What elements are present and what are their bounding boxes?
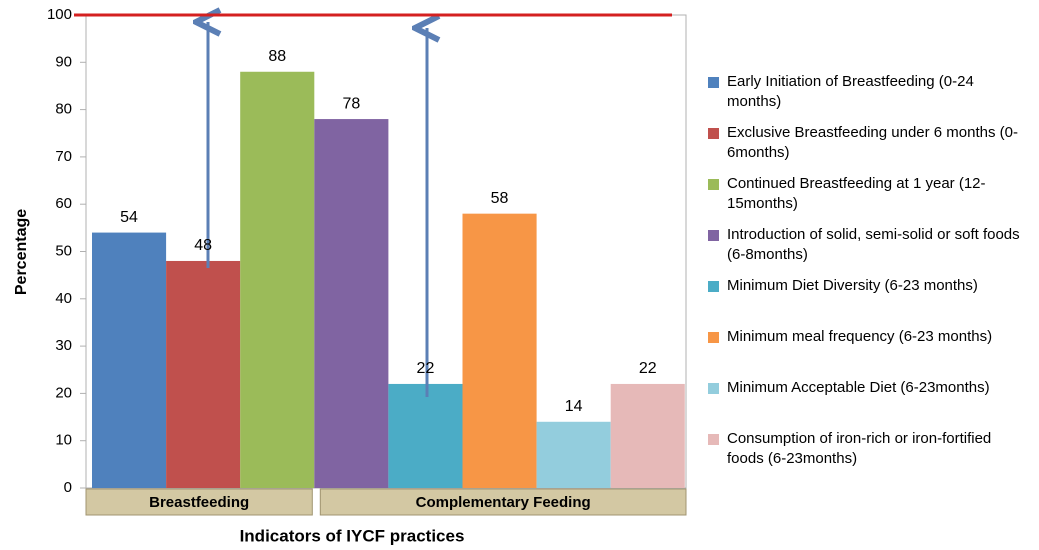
legend-label: Minimum meal frequency (6-23 months) — [727, 328, 993, 345]
legend-item: Continued Breastfeeding at 1 year (12-15… — [706, 174, 1024, 225]
legend-item: Exclusive Breastfeeding under 6 months (… — [706, 123, 1024, 174]
bar — [462, 213, 537, 488]
legend-item: Minimum Diet Diversity (6-23 months) — [706, 276, 1024, 327]
bar — [388, 383, 463, 488]
value-label: 54 — [120, 209, 138, 226]
value-label: 48 — [194, 237, 212, 254]
y-tick-label: 80 — [55, 101, 72, 118]
value-label: 14 — [565, 398, 583, 415]
legend-label: Continued Breastfeeding at 1 year (12-15… — [727, 175, 986, 212]
bar — [536, 421, 611, 488]
legend-swatch — [708, 179, 719, 190]
legend-swatch — [708, 332, 719, 343]
value-label: 22 — [417, 360, 435, 377]
value-label: 58 — [491, 190, 509, 207]
value-label: 88 — [268, 48, 286, 65]
bar — [92, 232, 167, 488]
legend-item: Minimum meal frequency (6-23 months) — [706, 327, 1024, 378]
legend-label: Exclusive Breastfeeding under 6 months (… — [727, 124, 1018, 161]
y-tick-label: 90 — [55, 53, 72, 70]
y-tick-label: 50 — [55, 242, 72, 259]
value-label: 22 — [639, 360, 657, 377]
legend-swatch — [708, 383, 719, 394]
y-tick-label: 70 — [55, 148, 72, 165]
y-tick-label: 60 — [55, 195, 72, 212]
y-axis-title: Percentage — [13, 209, 30, 295]
y-tick-label: 30 — [55, 337, 72, 354]
y-tick-label: 100 — [47, 6, 72, 23]
legend: Early Initiation of Breastfeeding (0-24 … — [706, 72, 1024, 480]
legend-label: Introduction of solid, semi-solid or sof… — [727, 226, 1020, 263]
bar — [240, 71, 315, 488]
legend-item: Introduction of solid, semi-solid or sof… — [706, 225, 1024, 276]
legend-swatch — [708, 434, 719, 445]
y-tick-label: 40 — [55, 290, 72, 307]
legend-item: Minimum Acceptable Diet (6-23months) — [706, 378, 1024, 429]
legend-item: Early Initiation of Breastfeeding (0-24 … — [706, 72, 1024, 123]
group-label: Breastfeeding — [149, 494, 249, 511]
bar — [166, 260, 241, 488]
legend-swatch — [708, 230, 719, 241]
legend-label: Early Initiation of Breastfeeding (0-24 … — [727, 73, 974, 110]
y-tick-label: 10 — [55, 432, 72, 449]
group-label: Complementary Feeding — [416, 494, 591, 511]
legend-item: Consumption of iron-rich or iron-fortifi… — [706, 429, 1024, 480]
legend-swatch — [708, 77, 719, 88]
group-box — [319, 488, 687, 516]
x-axis-title: Indicators of IYCF practices — [240, 526, 465, 545]
legend-swatch — [708, 128, 719, 139]
legend-label: Consumption of iron-rich or iron-fortifi… — [727, 430, 992, 467]
value-label: 78 — [342, 95, 360, 112]
bar — [314, 119, 389, 488]
legend-label: Minimum Diet Diversity (6-23 months) — [727, 277, 978, 294]
legend-label: Minimum Acceptable Diet (6-23months) — [727, 379, 990, 396]
legend-swatch — [708, 281, 719, 292]
group-box — [85, 488, 313, 516]
y-tick-label: 20 — [55, 384, 72, 401]
bar — [610, 383, 685, 488]
y-tick-label: 0 — [64, 479, 72, 496]
bars — [92, 71, 685, 488]
